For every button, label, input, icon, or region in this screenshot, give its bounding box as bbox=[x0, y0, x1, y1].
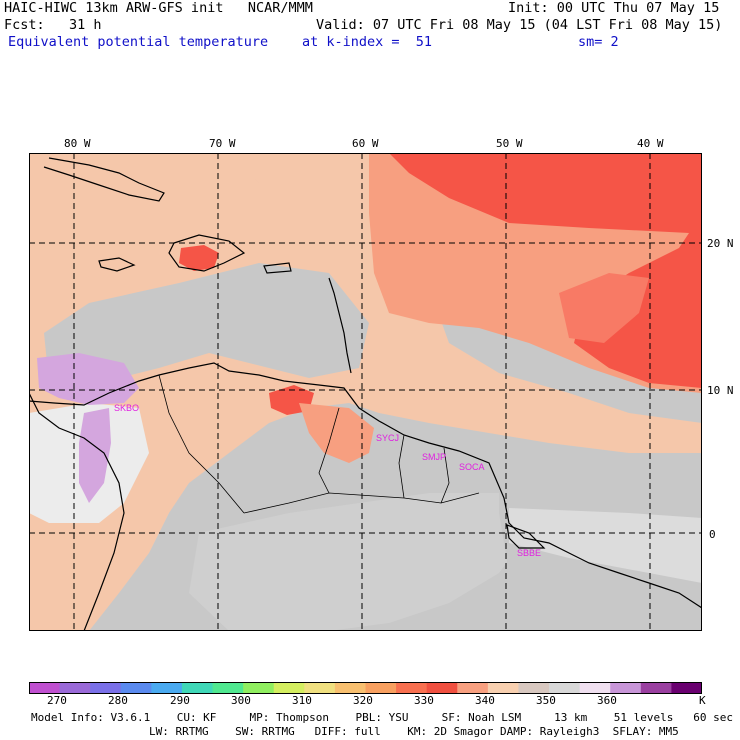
lilac-patch-2 bbox=[79, 408, 111, 503]
border-guyana-suriname bbox=[398, 434, 405, 499]
light-grey-field bbox=[509, 508, 702, 583]
colorbar-swatch bbox=[487, 682, 519, 694]
central-america-coast bbox=[29, 392, 125, 631]
red-field bbox=[389, 153, 702, 388]
colorbar-swatch bbox=[640, 682, 672, 694]
field-name: Equivalent potential temperature bbox=[8, 34, 269, 50]
lon-label-60w: 60 W bbox=[352, 137, 379, 150]
colorbar-label-270: 270 bbox=[47, 694, 67, 707]
forecast-hour: Fcst: 31 h bbox=[4, 17, 102, 33]
colorbar-label-300: 300 bbox=[231, 694, 251, 707]
coastlines bbox=[29, 157, 702, 631]
colorbar-swatch bbox=[579, 682, 611, 694]
colorbar bbox=[29, 682, 702, 694]
colorbar-swatch bbox=[671, 682, 702, 694]
border-venezuela-guyana bbox=[318, 407, 340, 494]
antilles-chain bbox=[328, 277, 352, 374]
colorbar-swatch bbox=[518, 682, 550, 694]
colorbar-label-280: 280 bbox=[108, 694, 128, 707]
colorbar-label-340: 340 bbox=[475, 694, 495, 707]
colorbar-label-310: 310 bbox=[292, 694, 312, 707]
borders bbox=[158, 374, 480, 514]
lon-label-50w: 50 W bbox=[496, 137, 523, 150]
colorbar-label-290: 290 bbox=[170, 694, 190, 707]
level-index: at k-index = 51 bbox=[302, 34, 433, 50]
colorbar-swatch bbox=[29, 682, 61, 694]
colorbar-swatch bbox=[181, 682, 214, 694]
peach-top-left bbox=[29, 153, 259, 293]
station-soca: SOCA bbox=[459, 462, 485, 472]
colorbar-unit: K bbox=[699, 694, 706, 707]
station-sbbe: SBBE bbox=[517, 548, 541, 558]
colorbar-swatch bbox=[457, 682, 489, 694]
smoothing: sm= 2 bbox=[578, 34, 619, 50]
colorbar-swatch bbox=[334, 682, 366, 694]
lilac-patch-1 bbox=[37, 353, 139, 405]
colorbar-swatches bbox=[29, 682, 702, 694]
station-smjp: SMJP bbox=[422, 452, 446, 462]
colorbar-swatch bbox=[243, 682, 275, 694]
station-sycj: SYCJ bbox=[376, 433, 399, 443]
red-spot-hispaniola bbox=[179, 245, 219, 271]
grey-field-south bbox=[189, 493, 529, 631]
border-brazil-north bbox=[243, 492, 480, 514]
colorbar-swatch bbox=[304, 682, 336, 694]
valid-time: Valid: 07 UTC Fri 08 May 15 (04 LST Fri … bbox=[316, 17, 723, 33]
grey-field-caribbean bbox=[44, 263, 369, 383]
lon-label-70w: 70 W bbox=[209, 137, 236, 150]
salmon-land-guyana bbox=[299, 403, 374, 463]
colorbar-frame bbox=[29, 682, 702, 694]
puerto-rico-coast bbox=[263, 262, 292, 274]
station-skbo: SKBO bbox=[114, 403, 139, 413]
colorbar-swatch bbox=[273, 682, 305, 694]
cuba-coast bbox=[43, 157, 165, 202]
jamaica-coast bbox=[98, 257, 136, 272]
model-info-line2: LW: RRTMG SW: RRTMG DIFF: full KM: 2D Sm… bbox=[149, 725, 679, 738]
lat-label-10n: 10 N bbox=[707, 384, 734, 397]
colorbar-swatch bbox=[212, 682, 244, 694]
theta-e-map: SKBO SYCJ SMJP SOCA SBBE bbox=[29, 153, 702, 631]
colorbar-swatch bbox=[396, 682, 428, 694]
lon-label-80w: 80 W bbox=[64, 137, 91, 150]
colorbar-swatch bbox=[59, 682, 91, 694]
border-colombia-venezuela bbox=[158, 374, 245, 514]
border-suriname-guiana bbox=[440, 447, 450, 504]
model-info-line1: Model Info: V3.6.1 CU: KF MP: Thompson P… bbox=[31, 711, 733, 724]
peach-field bbox=[29, 153, 702, 631]
colorbar-swatch bbox=[426, 682, 458, 694]
stations: SKBO SYCJ SMJP SOCA SBBE bbox=[114, 403, 541, 558]
red-field-tail bbox=[559, 273, 649, 343]
colorbar-swatch bbox=[365, 682, 397, 694]
colorbar-swatch bbox=[549, 682, 581, 694]
south-america-north-coast bbox=[29, 362, 702, 609]
colorbar-label-330: 330 bbox=[414, 694, 434, 707]
colorbar-swatch bbox=[120, 682, 152, 694]
graticule bbox=[29, 153, 702, 631]
map-frame bbox=[29, 153, 702, 631]
model-title: HAIC-HIWC 13km ARW-GFS init NCAR/MMM bbox=[4, 0, 313, 16]
lon-label-40w: 40 W bbox=[637, 137, 664, 150]
init-time: Init: 00 UTC Thu 07 May 15 bbox=[508, 0, 720, 16]
colorbar-label-350: 350 bbox=[536, 694, 556, 707]
colorbar-swatch bbox=[610, 682, 642, 694]
colorbar-swatch bbox=[151, 682, 183, 694]
colorbar-label-320: 320 bbox=[353, 694, 373, 707]
colorbar-swatch bbox=[90, 682, 122, 694]
lat-label-0: 0 bbox=[709, 528, 716, 541]
colorbar-label-360: 360 bbox=[597, 694, 617, 707]
amazon-mouth bbox=[506, 524, 546, 549]
hispaniola-coast bbox=[168, 234, 246, 272]
lat-label-20n: 20 N bbox=[707, 237, 734, 250]
